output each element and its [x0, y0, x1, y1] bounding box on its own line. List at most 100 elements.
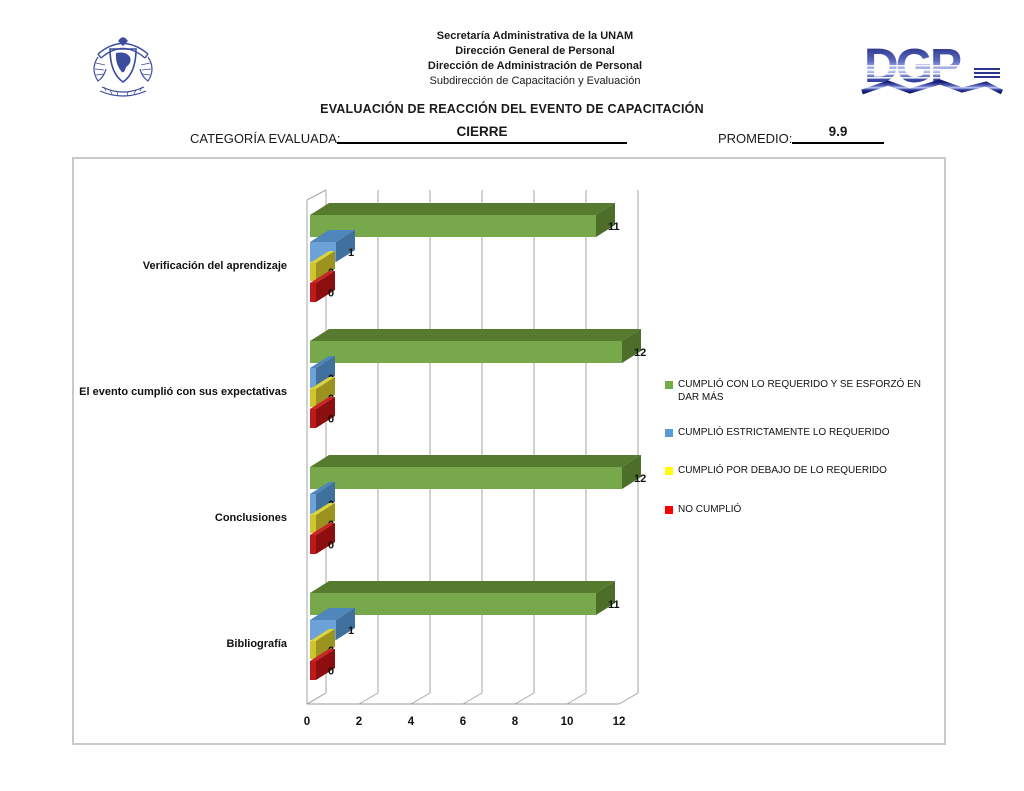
bar-top-face — [310, 649, 335, 661]
bar-side-face — [316, 271, 335, 302]
bar-front-face — [310, 467, 622, 489]
bar-top-face — [310, 377, 335, 389]
dgp-logo-icon: DGP — [861, 40, 1004, 95]
bar-top-face — [310, 455, 641, 467]
bar-value-label: 12 — [634, 473, 646, 485]
bar-side-face — [316, 377, 335, 407]
x-tick-label: 0 — [304, 716, 310, 728]
bar-top-face — [310, 271, 335, 283]
grid-line-depth — [410, 692, 431, 705]
category-label: El evento cumplió con sus expectativas — [79, 386, 287, 398]
legend-item: CUMPLIÓ CON LO REQUERIDO Y SE ESFORZÓ EN… — [665, 379, 933, 404]
legend-label: CUMPLIÓ CON LO REQUERIDO Y SE ESFORZÓ EN… — [678, 379, 922, 403]
grid-line-depth — [462, 692, 483, 705]
bar-side-face — [596, 581, 615, 615]
legend-label: CUMPLIÓ POR DEBAJO DE LO REQUERIDO — [678, 465, 887, 476]
unam-logo — [88, 27, 158, 108]
bar-front-face — [310, 641, 316, 659]
bar-value-label: 11 — [608, 599, 620, 611]
bar-side-face — [622, 329, 641, 363]
bar-side-face — [336, 608, 355, 640]
bar-front-face — [310, 389, 316, 407]
bar-front-face — [310, 515, 316, 533]
bar-value-label: 0 — [328, 540, 334, 552]
bar-side-face — [316, 649, 335, 680]
categoria-evaluada-value: CIERRE — [337, 124, 627, 144]
legend-item: CUMPLIÓ POR DEBAJO DE LO REQUERIDO — [665, 465, 933, 478]
bar-side-face — [316, 251, 335, 281]
x-tick-label: 2 — [356, 716, 362, 728]
bar-top-face — [310, 629, 335, 641]
bar-front-face — [310, 494, 316, 514]
grid-line-depth — [358, 692, 379, 705]
bar-value-label: 0 — [328, 288, 334, 300]
legend-label: CUMPLIÓ ESTRICTAMENTE LO REQUERIDO — [678, 427, 890, 438]
x-tick-label: 12 — [613, 716, 626, 728]
bar-top-face — [310, 581, 615, 593]
legend-label: NO CUMPLIÓ — [678, 504, 742, 515]
bar-value-label: 0 — [328, 414, 334, 426]
bar-value-label: 0 — [328, 666, 334, 678]
bar-front-face — [310, 368, 316, 388]
bar-top-face — [310, 203, 615, 215]
bar-front-face — [310, 535, 316, 554]
bar-front-face — [310, 215, 596, 237]
x-tick-label: 10 — [561, 716, 574, 728]
report-title: EVALUACIÓN DE REACCIÓN DEL EVENTO DE CAP… — [320, 102, 704, 116]
bar-top-face — [310, 356, 335, 368]
legend-swatch-green — [665, 381, 673, 389]
bar-side-face — [316, 523, 335, 554]
bar-value-label: 1 — [348, 247, 354, 259]
bar-front-face — [310, 593, 596, 615]
categoria-evaluada-label: CATEGORÍA EVALUADA: — [190, 131, 341, 146]
bar-front-face — [310, 341, 622, 363]
org-line-3: Dirección de Administración de Personal — [427, 60, 643, 72]
bar-top-face — [310, 329, 641, 341]
x-tick-label: 4 — [408, 716, 415, 728]
bar-side-face — [336, 230, 355, 262]
promedio-label: PROMEDIO: — [718, 131, 793, 146]
bar-front-face — [310, 263, 316, 281]
bar-top-face — [310, 523, 335, 535]
bar-value-label: 1 — [348, 625, 354, 637]
org-header: Secretaría Administrativa de la UNAM Dir… — [300, 29, 770, 89]
bar-value-label: 11 — [608, 221, 620, 233]
org-line-1: Secretaría Administrativa de la UNAM — [436, 30, 634, 42]
promedio-value: 9.9 — [792, 124, 884, 144]
axis-wall-bottom-edge — [306, 692, 327, 705]
chart-area: 0 2 4 6 8 10 12 Verificación del aprendizaje 11 1… — [72, 157, 946, 745]
grid-line-depth — [514, 692, 535, 705]
bar-top-face — [310, 503, 335, 515]
bar-side-face — [316, 482, 335, 514]
bar-top-face — [310, 482, 335, 494]
bar-top-face — [310, 230, 355, 242]
unam-crest-icon — [93, 37, 153, 97]
dgp-logo: DGP — [858, 38, 1006, 103]
bar-front-face — [310, 409, 316, 428]
bar-side-face — [596, 203, 615, 237]
bar-front-face — [310, 661, 316, 680]
axis-wall-top-edge — [306, 189, 327, 201]
bar-top-face — [310, 608, 355, 620]
bar-side-face — [316, 356, 335, 388]
bar-side-face — [316, 503, 335, 533]
legend-item: NO CUMPLIÓ — [665, 504, 933, 517]
grid-line-depth — [566, 692, 587, 705]
bar-top-face — [310, 251, 335, 263]
bar-top-face — [310, 397, 335, 409]
bar-side-face — [622, 455, 641, 489]
x-tick-label: 6 — [460, 716, 466, 728]
category-label: Bibliografía — [226, 638, 287, 650]
legend-item: CUMPLIÓ ESTRICTAMENTE LO REQUERIDO — [665, 427, 933, 440]
org-line-4: Subdirección de Capacitación y Evaluació… — [429, 75, 641, 87]
grid-line-depth — [618, 692, 639, 705]
legend-swatch-red — [665, 506, 673, 514]
legend-swatch-blue — [665, 429, 673, 437]
category-label: Verificación del aprendizaje — [143, 260, 287, 272]
category-label: Conclusiones — [215, 512, 287, 524]
org-line-2: Dirección General de Personal — [455, 45, 615, 57]
bar-side-face — [316, 397, 335, 428]
bar-value-label: 12 — [634, 347, 646, 359]
legend-swatch-yellow — [665, 467, 673, 475]
